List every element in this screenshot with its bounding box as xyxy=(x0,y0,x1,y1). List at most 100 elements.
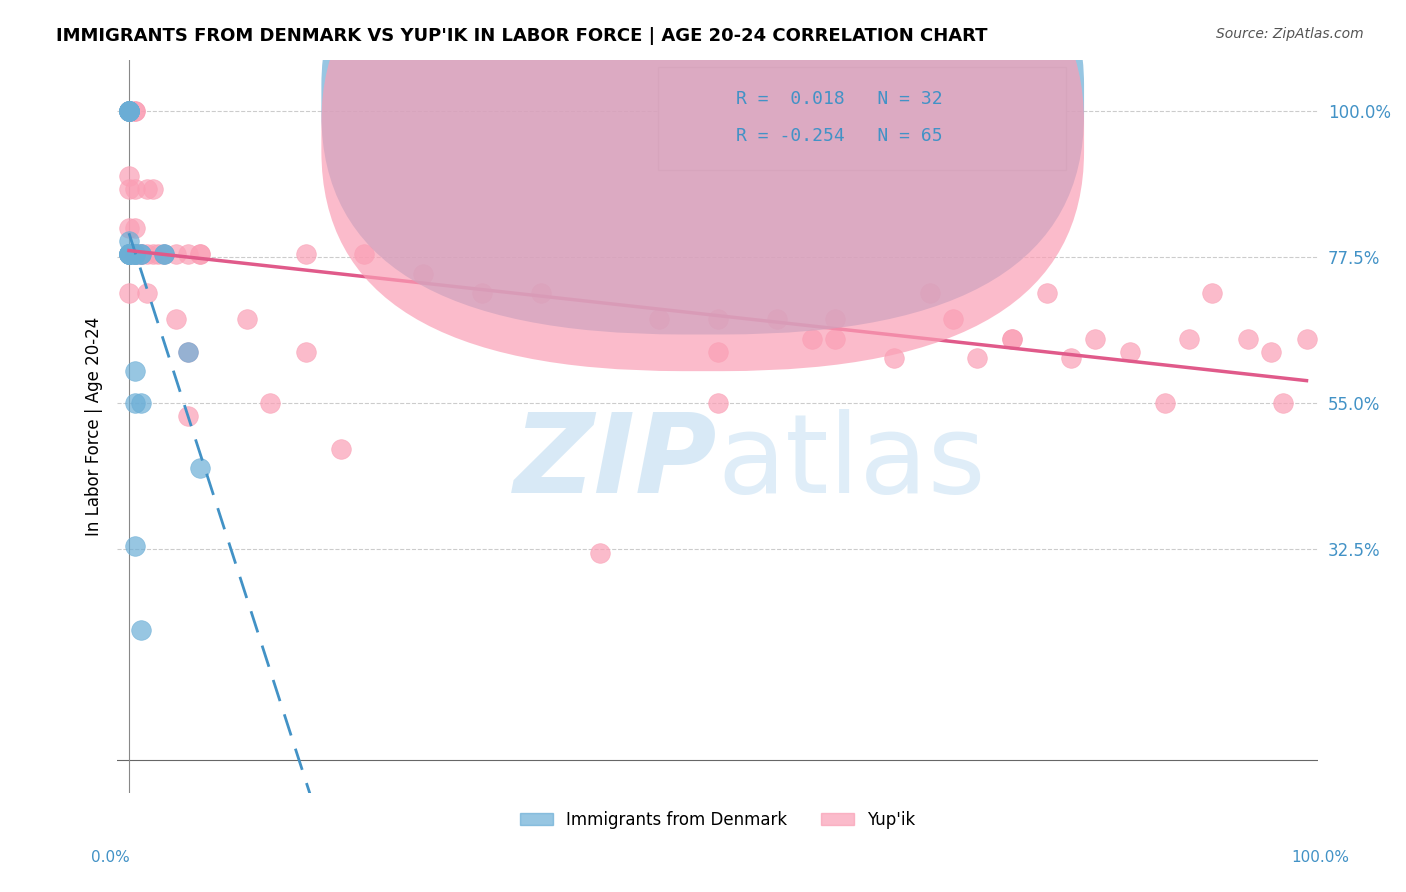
Legend: Immigrants from Denmark, Yup'ik: Immigrants from Denmark, Yup'ik xyxy=(513,805,922,836)
Point xyxy=(188,247,211,261)
Point xyxy=(153,247,176,261)
Point xyxy=(329,442,352,456)
Point xyxy=(706,396,728,410)
Point xyxy=(966,351,988,365)
Point xyxy=(800,332,823,346)
Point xyxy=(118,221,141,235)
Point xyxy=(124,247,146,261)
Point xyxy=(765,312,787,326)
Point xyxy=(129,247,152,261)
Point xyxy=(124,247,146,261)
Point xyxy=(118,104,141,119)
Point xyxy=(471,286,494,301)
Point xyxy=(118,247,141,261)
Point xyxy=(153,247,176,261)
Text: IMMIGRANTS FROM DENMARK VS YUP'IK IN LABOR FORCE | AGE 20-24 CORRELATION CHART: IMMIGRANTS FROM DENMARK VS YUP'IK IN LAB… xyxy=(56,27,988,45)
Point xyxy=(165,312,187,326)
Point xyxy=(235,312,257,326)
Point xyxy=(118,104,141,119)
Point xyxy=(412,267,434,281)
Point xyxy=(118,104,141,119)
Point xyxy=(1119,344,1142,359)
Point xyxy=(165,247,187,261)
Point xyxy=(124,396,146,410)
Point xyxy=(1201,286,1223,301)
Text: 0.0%: 0.0% xyxy=(91,850,131,865)
FancyBboxPatch shape xyxy=(322,0,1084,371)
Point xyxy=(135,247,157,261)
Point xyxy=(188,247,211,261)
Point xyxy=(177,409,200,424)
Point xyxy=(353,247,375,261)
Point xyxy=(118,104,141,119)
Point xyxy=(118,182,141,196)
Point xyxy=(124,104,146,119)
Point xyxy=(177,344,200,359)
Point xyxy=(1260,344,1282,359)
FancyBboxPatch shape xyxy=(658,67,1066,169)
Point xyxy=(294,247,316,261)
Point xyxy=(1236,332,1258,346)
Text: 100.0%: 100.0% xyxy=(1292,850,1350,865)
Point xyxy=(135,286,157,301)
Point xyxy=(124,539,146,553)
Point xyxy=(177,247,200,261)
Point xyxy=(124,247,146,261)
Point xyxy=(1295,332,1317,346)
Point xyxy=(124,247,146,261)
Point xyxy=(942,312,965,326)
Point xyxy=(118,169,141,184)
Point xyxy=(124,247,146,261)
Point xyxy=(118,104,141,119)
Point xyxy=(118,247,141,261)
Point xyxy=(153,247,176,261)
Text: ZIP: ZIP xyxy=(515,409,717,516)
Point xyxy=(118,104,141,119)
Text: atlas: atlas xyxy=(717,409,986,516)
Point xyxy=(259,396,281,410)
Point xyxy=(1001,332,1024,346)
Point xyxy=(177,344,200,359)
Point xyxy=(118,247,141,261)
Point xyxy=(824,332,846,346)
Point xyxy=(124,182,146,196)
Point xyxy=(118,247,141,261)
Point xyxy=(129,247,152,261)
Point xyxy=(294,344,316,359)
Point xyxy=(148,247,170,261)
Point xyxy=(141,247,163,261)
Point xyxy=(118,234,141,248)
Point xyxy=(124,221,146,235)
Point xyxy=(1154,396,1177,410)
Point xyxy=(1177,332,1199,346)
Point xyxy=(118,247,141,261)
Point xyxy=(129,247,152,261)
Point xyxy=(1060,351,1083,365)
Point xyxy=(706,344,728,359)
Point xyxy=(530,286,553,301)
FancyBboxPatch shape xyxy=(322,0,1084,334)
Point xyxy=(706,312,728,326)
Point xyxy=(824,312,846,326)
Text: R =  0.018   N = 32: R = 0.018 N = 32 xyxy=(735,90,942,108)
Point xyxy=(129,396,152,410)
Point xyxy=(118,247,141,261)
Point xyxy=(118,104,141,119)
Point xyxy=(883,351,905,365)
Text: Source: ZipAtlas.com: Source: ZipAtlas.com xyxy=(1216,27,1364,41)
Point xyxy=(1271,396,1294,410)
Point xyxy=(118,247,141,261)
Point xyxy=(129,247,152,261)
Point xyxy=(118,104,141,119)
Point xyxy=(135,182,157,196)
Point xyxy=(118,247,141,261)
Point xyxy=(118,286,141,301)
Point xyxy=(124,247,146,261)
Point xyxy=(129,247,152,261)
Point xyxy=(1001,332,1024,346)
Point xyxy=(589,546,612,560)
Point xyxy=(124,247,146,261)
Y-axis label: In Labor Force | Age 20-24: In Labor Force | Age 20-24 xyxy=(86,317,103,536)
Point xyxy=(118,104,141,119)
Point xyxy=(124,364,146,378)
